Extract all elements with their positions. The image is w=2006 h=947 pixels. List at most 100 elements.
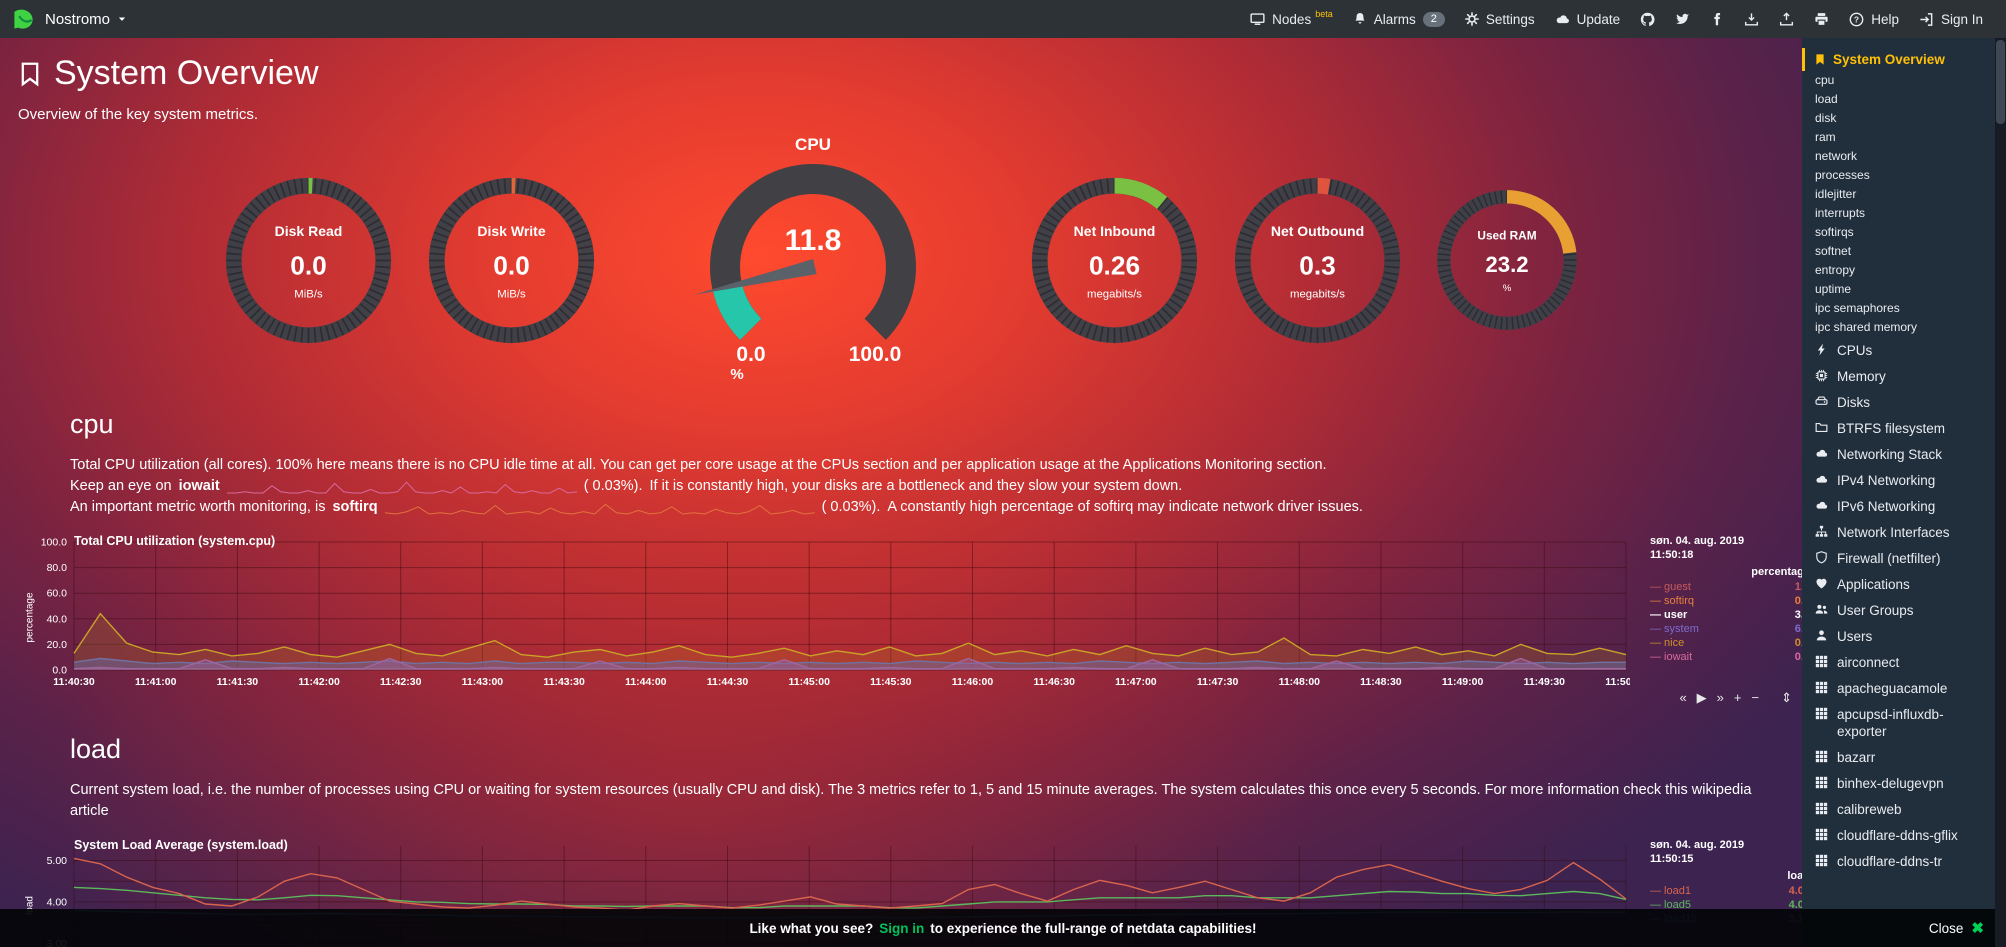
nodes-button[interactable]: Nodes beta xyxy=(1241,0,1342,38)
sidebar-item-apcupsd-influxdb-exporter[interactable]: apcupsd-influxdb-exporter xyxy=(1802,701,1995,744)
sidebar-item-memory[interactable]: Memory xyxy=(1802,363,1995,389)
svg-text:11:42:30: 11:42:30 xyxy=(380,676,422,688)
svg-text:Used RAM: Used RAM xyxy=(1477,228,1536,242)
sidebar-item-network-interfaces[interactable]: Network Interfaces xyxy=(1802,519,1995,545)
pan-backward-button[interactable]: « xyxy=(1679,690,1687,705)
page-scrollbar[interactable] xyxy=(1995,38,2006,947)
sidebar-item-applications[interactable]: Applications xyxy=(1802,571,1995,597)
zoom-in-button[interactable]: + xyxy=(1733,690,1742,705)
export-snapshot-button[interactable] xyxy=(1735,0,1768,38)
sidebar-item-bazarr[interactable]: bazarr xyxy=(1802,744,1995,770)
sidebar-subitem-load[interactable]: load xyxy=(1815,92,1838,106)
sidebar-item-apacheguacamole[interactable]: apacheguacamole xyxy=(1802,675,1995,701)
sidebar-subitem-softirqs[interactable]: softirqs xyxy=(1815,225,1854,239)
sidebar-item-cloudflare-ddns-tr[interactable]: cloudflare-ddns-tr xyxy=(1802,848,1995,874)
signin-button[interactable]: Sign In xyxy=(1910,0,1992,38)
sidebar-item-disks[interactable]: Disks xyxy=(1802,389,1995,415)
sidebar-item-ipv6-networking[interactable]: IPv6 Networking xyxy=(1802,493,1995,519)
resize-handle[interactable]: ⇕ xyxy=(1781,690,1792,705)
svg-text:megabits/s: megabits/s xyxy=(1290,288,1345,300)
cpu-chart-plot-area[interactable]: 100.0 80.0 60.0 40.0 20.0 0.0 11:40:30 11:41:00… xyxy=(20,534,1802,692)
pan-forward-button[interactable]: » xyxy=(1716,690,1724,705)
gauge-cpu[interactable]: CPU 11.8 0.0 100.0% xyxy=(663,135,963,385)
svg-text:11:45:30: 11:45:30 xyxy=(870,676,912,688)
sidebar-item-system-overview[interactable]: System Overview xyxy=(1802,48,1995,71)
sidebar-subitem-cpu[interactable]: cpu xyxy=(1815,73,1835,87)
update-label: Update xyxy=(1576,11,1621,27)
sidebar-subitem-disk[interactable]: disk xyxy=(1815,111,1837,125)
caret-down-icon xyxy=(117,14,127,24)
close-icon[interactable]: ✖ xyxy=(1971,920,1984,937)
twitter-link[interactable] xyxy=(1666,0,1699,38)
grid-icon xyxy=(1814,853,1829,867)
sidebar-item-label: Users xyxy=(1837,628,1873,644)
sidebar-subitem-softnet[interactable]: softnet xyxy=(1815,244,1852,258)
main-content: System Overview Overview of the key syst… xyxy=(0,38,1802,947)
svg-text:11:49:00: 11:49:00 xyxy=(1442,676,1484,688)
sidebar-item-cloudflare-ddns-gflix[interactable]: cloudflare-ddns-gflix xyxy=(1802,822,1995,848)
sidebar-item-firewall-netfilter[interactable]: Firewall (netfilter) xyxy=(1802,545,1995,571)
print-button[interactable] xyxy=(1805,0,1838,38)
svg-text:11:47:30: 11:47:30 xyxy=(1197,676,1239,688)
svg-text:40.0: 40.0 xyxy=(47,613,68,625)
sidebar-subitem-ipc-semaphores[interactable]: ipc semaphores xyxy=(1815,301,1900,315)
import-snapshot-button[interactable] xyxy=(1770,0,1803,38)
play-button[interactable]: ▶ xyxy=(1696,690,1707,705)
sidebar-item-cpus[interactable]: CPUs xyxy=(1802,337,1995,363)
banner-signin-link[interactable]: Sign in xyxy=(879,920,925,936)
sidebar-item-btrfs-filesystem[interactable]: BTRFS filesystem xyxy=(1802,415,1995,441)
gauge-net-inbound[interactable]: Net Inbound 0.26 megabits/s xyxy=(1027,173,1202,348)
sidebar-subitem-ipc-shared-memory[interactable]: ipc shared memory xyxy=(1815,320,1918,334)
gauge-disk-read[interactable]: Disk Read 0.0 MiB/s xyxy=(221,173,396,348)
svg-text:11:50:00: 11:50:00 xyxy=(1605,676,1630,688)
help-button[interactable]: ? Help xyxy=(1840,0,1908,38)
sidebar-subitem-ram[interactable]: ram xyxy=(1815,130,1836,144)
sidebar-subitem-idlejitter[interactable]: idlejitter xyxy=(1815,187,1857,201)
scrollbar-thumb[interactable] xyxy=(1996,40,2005,124)
svg-text:11:41:00: 11:41:00 xyxy=(135,676,177,688)
sidebar-item-label: cloudflare-ddns-gflix xyxy=(1837,827,1958,843)
load-description: Current system load, i.e. the number of … xyxy=(70,780,1790,822)
node-menu[interactable]: Nostromo xyxy=(45,11,127,28)
svg-text:11:47:00: 11:47:00 xyxy=(1115,676,1157,688)
sidebar-item-user-groups[interactable]: User Groups xyxy=(1802,597,1995,623)
gauge-used-ram[interactable]: Used RAM 23.2% xyxy=(1433,186,1581,334)
alarms-button[interactable]: Alarms 2 xyxy=(1344,0,1454,38)
sidebar-item-airconnect[interactable]: airconnect xyxy=(1802,649,1995,675)
update-button[interactable]: Update xyxy=(1546,0,1630,38)
softirq-sparkline[interactable] xyxy=(384,500,815,516)
sidebar-subitem-interrupts[interactable]: interrupts xyxy=(1815,206,1866,220)
gauge-net-outbound[interactable]: Net Outbound 0.3 megabits/s xyxy=(1230,173,1405,348)
svg-text:MiB/s: MiB/s xyxy=(497,288,526,300)
svg-text:%: % xyxy=(730,366,743,380)
wikipedia-link[interactable]: this wikipedia article xyxy=(70,782,1752,819)
svg-text:5.00: 5.00 xyxy=(47,855,68,867)
sidebar-item-ipv4-networking[interactable]: IPv4 Networking xyxy=(1802,467,1995,493)
monitor-icon xyxy=(1250,12,1265,27)
github-link[interactable] xyxy=(1631,0,1664,38)
sidebar-item-binhex-delugevpn[interactable]: binhex-delugevpn xyxy=(1802,770,1995,796)
sidebar-subitem-uptime[interactable]: uptime xyxy=(1815,282,1852,296)
sidebar-subitem-entropy[interactable]: entropy xyxy=(1815,263,1856,277)
settings-button[interactable]: Settings xyxy=(1456,0,1544,38)
facebook-link[interactable] xyxy=(1701,0,1733,38)
legend-unit: load xyxy=(1787,870,1802,882)
sidebar-subitem-processes[interactable]: processes xyxy=(1815,168,1870,182)
iowait-sparkline[interactable] xyxy=(226,479,577,495)
sidebar-item-networking-stack[interactable]: Networking Stack xyxy=(1802,441,1995,467)
gauge-disk-write[interactable]: Disk Write 0.0 MiB/s xyxy=(424,173,599,348)
svg-text:11:42:00: 11:42:00 xyxy=(298,676,340,688)
zoom-out-button[interactable]: − xyxy=(1751,690,1760,705)
sidebar-item-users[interactable]: Users xyxy=(1802,623,1995,649)
sidebar-subitem-network[interactable]: network xyxy=(1815,149,1858,163)
sidebar-item-calibreweb[interactable]: calibreweb xyxy=(1802,796,1995,822)
svg-text:Net Outbound: Net Outbound xyxy=(1271,223,1364,239)
